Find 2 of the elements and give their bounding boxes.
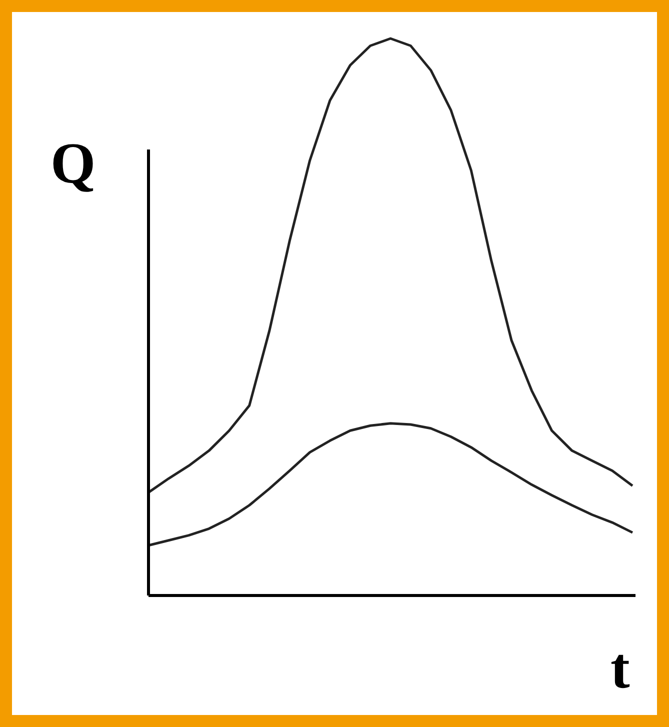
y-axis-title: Q <box>50 130 96 196</box>
x-axis-title: t <box>610 636 630 700</box>
